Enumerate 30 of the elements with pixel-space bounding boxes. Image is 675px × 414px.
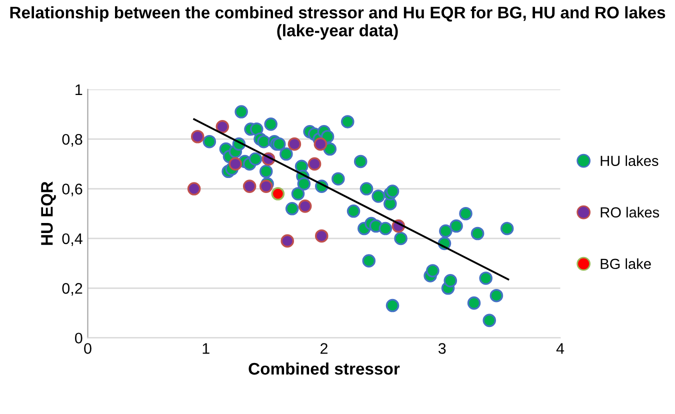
point (308, 157, 322, 171)
point (314, 229, 328, 243)
y-tick-label: 0,8 (62, 134, 82, 147)
point (314, 137, 328, 151)
point (298, 200, 312, 213)
point (280, 234, 294, 248)
point (259, 180, 273, 193)
point (242, 180, 256, 193)
point (190, 130, 204, 144)
legend-label: BG lake (600, 258, 651, 270)
x-axis-title: Combined stressor (248, 362, 400, 375)
point (216, 120, 230, 134)
chart-title: Relationship between the combined stressor and Hu EQR for BG, HU and RO lakes (lake-year data) (10, 6, 666, 40)
legend-label: RO lakes (600, 206, 660, 218)
x-tick-label: 4 (556, 343, 564, 354)
y-tick-label: 0,2 (62, 283, 82, 296)
x-tick-label: 0 (84, 343, 92, 354)
point (288, 137, 302, 151)
point (271, 187, 285, 200)
y-tick-label: 0,4 (62, 233, 82, 246)
point (228, 157, 242, 171)
legend-label: HU lakes (600, 155, 658, 166)
x-tick-label: 2 (320, 343, 328, 354)
y-axis-title: HU EQR (41, 182, 56, 245)
y-tick-label: 1 (76, 84, 82, 95)
y-tick-label: 0,6 (62, 184, 82, 196)
point (187, 182, 201, 196)
y-tick-label: 0 (74, 332, 82, 344)
x-tick-label: 3 (438, 343, 446, 354)
x-tick-label: 1 (202, 343, 210, 354)
